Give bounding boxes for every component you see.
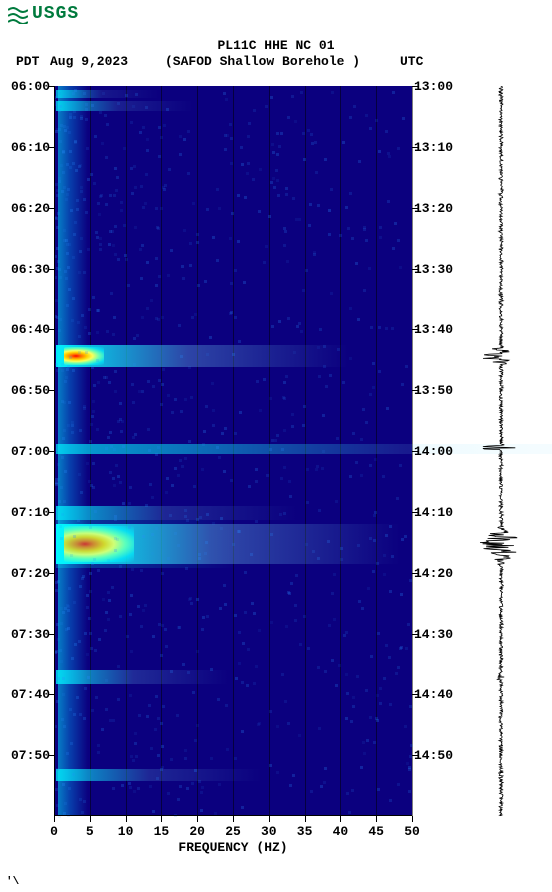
utc-label: UTC [400, 54, 423, 69]
waveform-panel [466, 86, 536, 816]
waveform-trace [466, 86, 536, 816]
pdt-label: PDT [16, 54, 39, 69]
footer-mark: '\ [6, 876, 19, 888]
frequency-axis-title: FREQUENCY (HZ) [54, 840, 412, 855]
usgs-logo: USGS [8, 4, 79, 24]
usgs-logo-text: USGS [32, 4, 79, 24]
spectrogram-plot [54, 86, 412, 816]
station-id: PL11C HHE NC 01 [0, 38, 552, 53]
date-label: Aug 9,2023 [50, 54, 128, 69]
station-desc: (SAFOD Shallow Borehole ) [165, 54, 360, 69]
usgs-wave-icon [8, 4, 28, 24]
chart-header: PL11C HHE NC 01 [0, 38, 552, 53]
